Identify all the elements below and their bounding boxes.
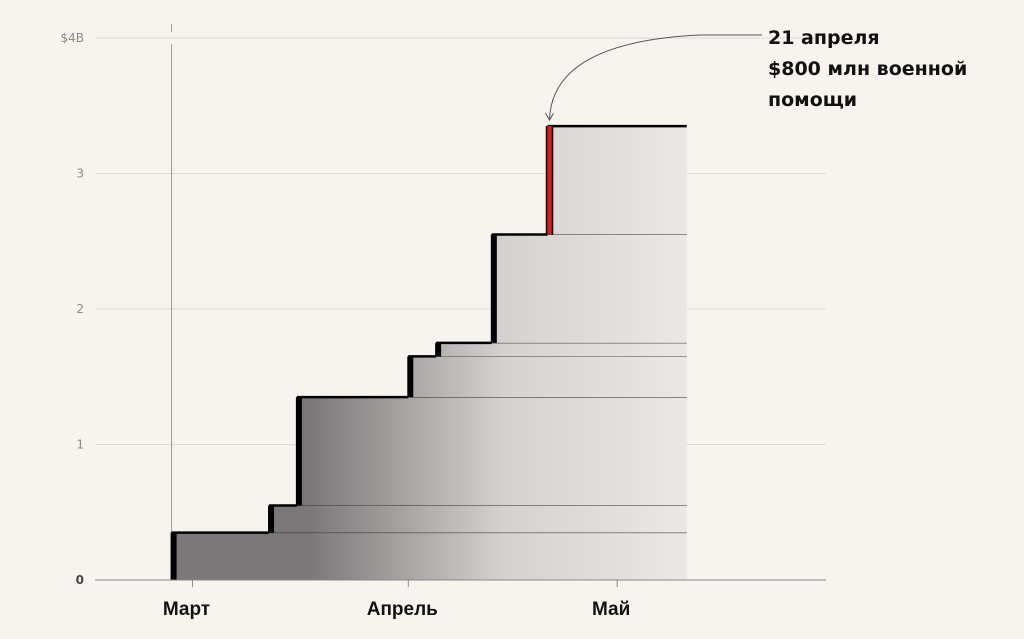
x-tick-label: Апрель bbox=[367, 599, 438, 620]
annotation-text-line: $800 млн военной bbox=[768, 58, 967, 80]
aid-slab bbox=[436, 342, 687, 357]
annotation-text-line: помощи bbox=[768, 89, 857, 111]
x-tick-label: Март bbox=[163, 599, 210, 620]
step-riser bbox=[490, 234, 497, 343]
aid-slab bbox=[547, 126, 687, 235]
step-riser bbox=[407, 356, 414, 398]
annotation-text-line: 21 апреля bbox=[768, 27, 880, 49]
annotation-leader bbox=[549, 34, 762, 121]
aid-slab bbox=[296, 397, 687, 506]
x-tick-label: Май bbox=[592, 599, 630, 620]
y-tick-label: $4B bbox=[60, 31, 84, 45]
step-riser bbox=[268, 505, 275, 533]
step-riser bbox=[295, 397, 302, 506]
aid-slab bbox=[408, 356, 687, 398]
step-riser bbox=[435, 342, 442, 357]
step-riser bbox=[170, 532, 177, 580]
y-tick-label: 3 bbox=[76, 167, 84, 181]
aid-slab bbox=[269, 505, 687, 533]
aid-slab bbox=[491, 234, 687, 343]
y-tick-label: 1 bbox=[76, 438, 84, 452]
annotation-arrowhead bbox=[545, 112, 554, 122]
aid-slab bbox=[171, 532, 687, 580]
y-tick-label: 2 bbox=[76, 302, 84, 316]
y-tick-label: 0 bbox=[76, 573, 84, 587]
highlight-step-riser bbox=[546, 126, 553, 235]
